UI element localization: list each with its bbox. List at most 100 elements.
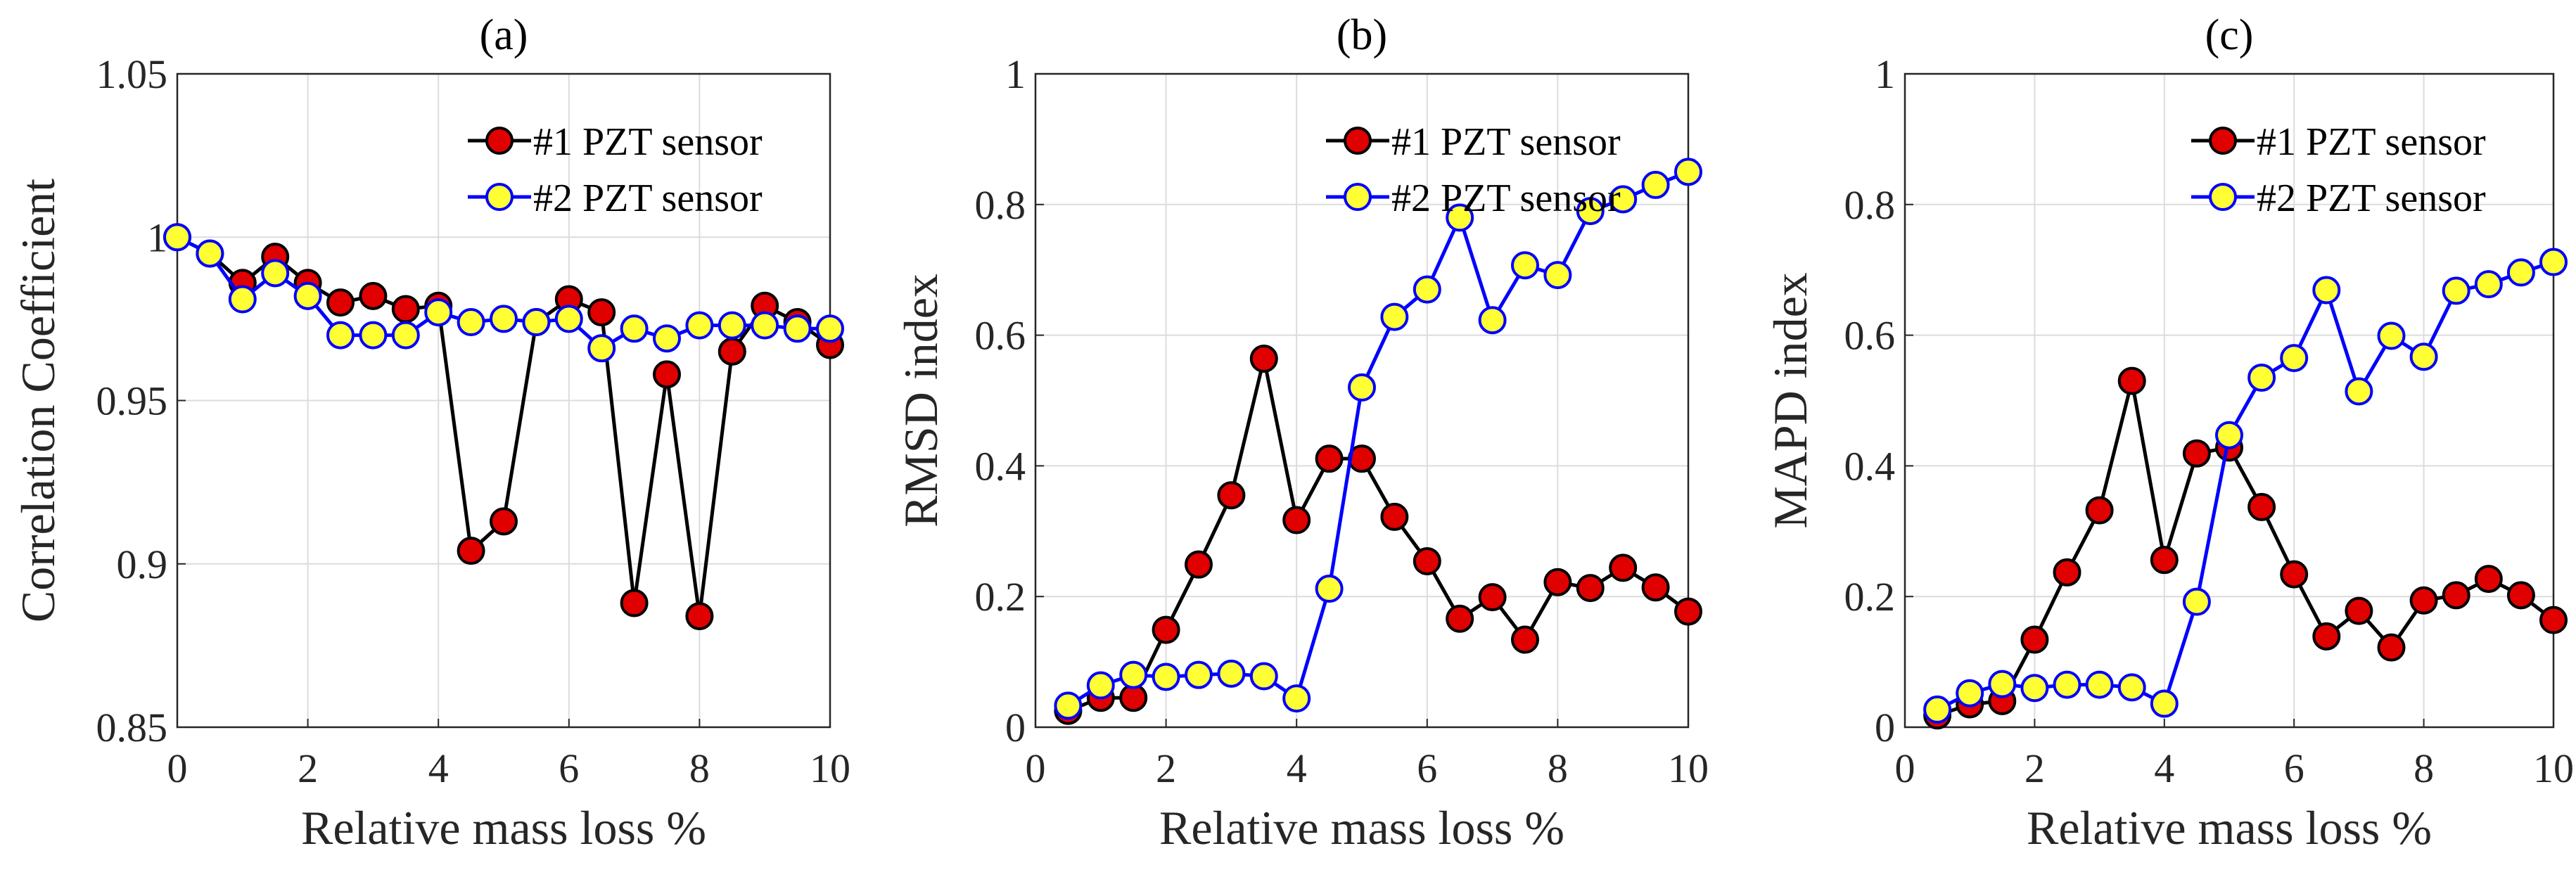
data-point-series-1 — [653, 360, 681, 389]
x-axis-label: Relative mass loss % — [1159, 801, 1564, 854]
y-tick-label: 1 — [1005, 51, 1026, 97]
data-point-series-2 — [1956, 679, 1984, 708]
data-point-series-2 — [685, 311, 714, 340]
legend-label-2: #2 PZT sensor — [533, 177, 763, 220]
data-point-series-2 — [751, 311, 779, 340]
legend-marker-2 — [485, 183, 514, 211]
x-tick-label: 4 — [2154, 745, 2174, 791]
data-point-series-2 — [2345, 377, 2373, 406]
y-tick-label: 0.8 — [975, 182, 1026, 228]
data-point-series-1 — [326, 288, 355, 317]
data-point-series-1 — [1413, 547, 1441, 576]
y-tick-label: 1 — [1875, 51, 1895, 97]
data-point-series-2 — [1413, 275, 1441, 304]
data-point-series-2 — [1674, 158, 1702, 186]
y-tick-label: 0.2 — [1844, 574, 1896, 620]
data-point-series-2 — [2377, 321, 2406, 350]
x-tick-label: 2 — [1156, 745, 1176, 791]
data-point-series-2 — [293, 281, 322, 310]
data-point-series-2 — [1249, 662, 1278, 691]
data-point-series-2 — [228, 285, 257, 314]
data-point-series-2 — [1446, 203, 1474, 232]
data-point-series-2 — [2053, 670, 2081, 699]
data-point-series-2 — [2117, 673, 2146, 702]
x-tick-label: 8 — [689, 745, 710, 791]
data-point-series-1 — [2280, 560, 2309, 589]
y-tick-label: 0.2 — [975, 574, 1026, 620]
data-point-series-1 — [1380, 502, 1409, 531]
y-tick-label: 0.4 — [1844, 443, 1896, 489]
x-tick-label: 4 — [428, 745, 449, 791]
data-point-series-1 — [1185, 550, 1213, 579]
legend-label-1: #1 PZT sensor — [2257, 120, 2486, 164]
legend-marker-2 — [2209, 183, 2237, 211]
data-point-series-1 — [1609, 553, 1638, 582]
data-point-series-1 — [2020, 625, 2049, 654]
data-point-series-1 — [587, 298, 616, 327]
subplot-c: 0 2 4 6 8 10 0 0.2 0.4 0.6 0.8 1 (c) Relative mass lo… — [1764, 11, 2574, 854]
y-tick-label: 0.6 — [1844, 313, 1896, 359]
data-point-series-2 — [816, 314, 844, 343]
data-point-series-2 — [2474, 270, 2503, 299]
x-tick-label: 2 — [298, 745, 318, 791]
y-tick-label: 1.05 — [96, 51, 168, 97]
x-tick-label: 6 — [1417, 745, 1437, 791]
data-point-series-2 — [1315, 575, 1344, 603]
data-point-series-2 — [1119, 660, 1148, 689]
data-point-series-1 — [2506, 581, 2535, 610]
data-point-series-2 — [653, 324, 681, 353]
data-point-series-1 — [1152, 615, 1180, 644]
x-tick-label: 0 — [1026, 745, 1046, 791]
data-point-series-2 — [2539, 248, 2568, 276]
legend-marker-2 — [1344, 183, 1372, 211]
data-point-series-2 — [554, 305, 583, 333]
x-tick-label: 0 — [167, 745, 188, 791]
data-point-series-1 — [1478, 583, 1507, 612]
data-point-series-2 — [163, 223, 191, 252]
data-point-series-1 — [391, 295, 420, 324]
data-point-series-1 — [2247, 492, 2276, 521]
y-tick-label: 0 — [1875, 705, 1895, 750]
data-point-series-2 — [326, 321, 355, 350]
data-point-series-1 — [1446, 604, 1474, 633]
legend-marker-1 — [485, 127, 514, 155]
data-point-series-2 — [2215, 421, 2243, 449]
axes-box — [1034, 72, 1690, 729]
data-point-series-1 — [2409, 586, 2438, 615]
x-tick-label: 0 — [1895, 745, 1915, 791]
data-point-series-2 — [1988, 670, 2017, 698]
data-point-series-1 — [718, 337, 746, 366]
data-point-series-1 — [1249, 345, 1278, 373]
axes-box — [1904, 72, 2555, 729]
data-point-series-2 — [1923, 695, 1952, 724]
data-point-series-2 — [2247, 363, 2276, 392]
data-point-series-2 — [2085, 670, 2114, 699]
data-point-series-1 — [2539, 606, 2568, 634]
data-point-series-2 — [1641, 170, 1670, 199]
data-point-series-2 — [1152, 662, 1180, 691]
data-point-series-1 — [359, 281, 388, 310]
data-point-series-2 — [1282, 684, 1311, 713]
subplot-b: 0 2 4 6 8 10 0 0.2 0.4 0.6 0.8 1 (b) Relative mass lo… — [894, 11, 1709, 854]
data-point-series-2 — [2280, 344, 2309, 373]
data-point-series-1 — [2182, 439, 2211, 468]
data-point-series-2 — [2409, 343, 2438, 371]
data-point-series-2 — [196, 239, 224, 268]
y-axis-label: Correlation Coefficient — [11, 179, 65, 622]
subplot-title: (b) — [1337, 11, 1387, 59]
x-tick-label: 2 — [2025, 745, 2045, 791]
data-point-series-2 — [1543, 261, 1572, 290]
data-point-series-1 — [2474, 565, 2503, 594]
y-axis-label: MAPD index — [1764, 272, 1817, 529]
data-point-series-2 — [359, 321, 388, 350]
x-tick-label: 10 — [1668, 745, 1709, 791]
y-tick-label: 0.8 — [1844, 182, 1896, 228]
data-point-series-2 — [424, 298, 453, 327]
data-point-series-1 — [2345, 596, 2373, 625]
x-tick-label: 4 — [1287, 745, 1307, 791]
data-point-series-1 — [2377, 633, 2406, 662]
data-point-series-2 — [1511, 251, 1539, 280]
data-point-series-2 — [2020, 674, 2049, 703]
x-axis-label: Relative mass loss % — [301, 801, 706, 854]
